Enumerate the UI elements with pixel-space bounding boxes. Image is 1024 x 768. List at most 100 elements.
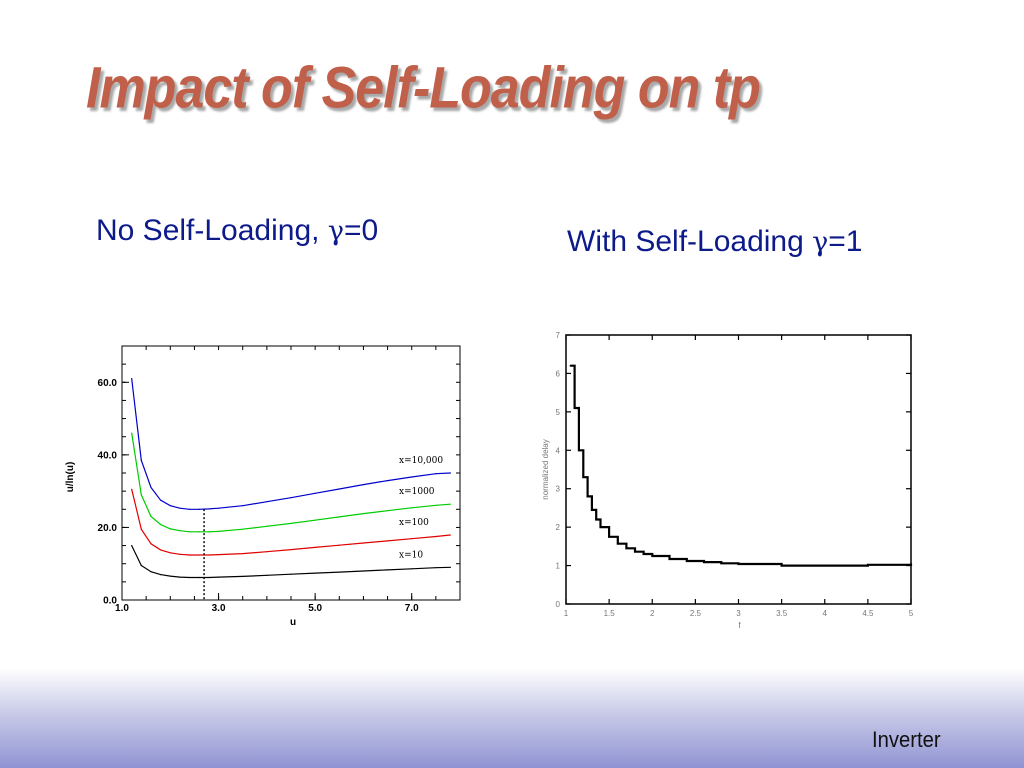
right-series-point [703,561,705,563]
left-series-point [386,569,389,571]
left-series-point [160,523,162,526]
right-subtitle-value: =1 [828,225,863,258]
left-series-point [338,544,340,546]
left-series-point [314,492,316,494]
left-y-tick-label: 40.0 [98,450,118,461]
left-series-point [435,535,437,538]
left-series-point [314,572,316,574]
right-x-tick-label: 3.5 [776,609,788,618]
left-series-point [449,472,451,474]
left-series-point [338,488,340,490]
left-series-point [386,480,389,482]
right-series-point [668,558,671,560]
left-y-axis-label: u/ln(u) [65,462,76,493]
left-series-point [386,510,389,512]
left-x-axis-label: u [290,617,296,628]
left-series-point [131,544,133,547]
left-series-point [386,540,389,542]
left-series-point [189,531,191,533]
left-series-point [208,554,210,556]
right-series-point [910,562,912,565]
left-series-point [208,576,210,579]
right-series-point [582,476,585,478]
left-series-point [189,554,191,556]
right-chart-subtitle: With Self-Loading γ=1 [567,225,863,259]
left-series-point [150,571,152,573]
left-series-point [266,574,268,576]
slide-title: Impact of Self-Loading on tp [86,56,761,122]
left-series-point [314,519,316,521]
right-series-point [591,509,593,511]
left-series-point [179,507,181,509]
left-subtitle-gamma: γ [327,216,344,247]
left-series-point [435,567,437,569]
left-x-tick-label: 1.0 [115,603,129,614]
left-series-point [179,576,181,578]
right-series-point [737,563,740,565]
left-series-point [338,516,340,518]
left-series-point [217,530,220,533]
left-series-point [362,542,365,544]
right-x-tick-label: 3 [736,609,741,618]
left-series-point [160,574,162,576]
left-series-point [449,566,451,568]
left-series-point [290,573,292,575]
left-series-line-0 [131,545,451,579]
footer-label: Inverter [872,727,941,752]
right-series-point [578,449,580,452]
left-subtitle-value: =0 [343,214,379,247]
right-x-tick-label: 4.5 [862,609,874,618]
left-series-point [131,488,133,490]
right-series-point [599,526,602,528]
left-series-point [198,531,200,533]
left-series-point [435,504,437,506]
left-series-point [169,528,171,530]
left-series-point [169,575,171,577]
left-series-point [435,473,437,475]
left-series-point [140,564,142,567]
right-series-point [608,535,610,538]
left-series-point [179,553,181,555]
right-subtitle-text: With Self-Loading [567,225,813,258]
left-series-point [198,508,200,510]
left-y-tick-label: 0.0 [103,596,117,607]
right-series-point [625,547,628,550]
right-series-point [634,550,636,553]
left-series-point [411,476,413,478]
left-series-point [131,432,133,434]
right-y-tick-label: 4 [556,446,561,455]
left-subtitle-text: No Self-Loading, [96,214,328,247]
right-y-tick-label: 5 [556,408,561,417]
right-x-tick-label: 2 [650,609,655,618]
right-series-point [569,364,572,367]
right-x-tick-label: 1.5 [604,609,616,618]
left-series-point [314,546,316,548]
left-series-point [150,515,152,518]
left-y-tick-label: 60.0 [98,378,118,389]
right-x-tick-label: 5 [909,609,914,618]
left-series-point [189,508,191,510]
left-series-point [411,507,413,509]
left-series-point [217,576,220,578]
right-series-point [616,542,619,545]
left-series-point [169,505,171,507]
left-y-tick-label: 20.0 [98,523,118,534]
left-series-point [362,513,365,515]
left-x-tick-label: 5.0 [308,603,322,614]
left-chart-subtitle: No Self-Loading, γ=0 [96,214,378,248]
right-x-axis-label: f [738,621,741,630]
left-series-point [140,528,142,530]
left-series-label-2: x=1000 [399,487,435,497]
left-series-point [131,378,133,380]
right-y-tick-label: 3 [556,485,561,494]
left-series-point [290,497,292,499]
left-series-point [160,499,162,501]
right-y-tick-label: 1 [556,562,561,571]
right-series-point [780,564,783,567]
right-y-tick-label: 2 [556,523,561,532]
left-series-point [290,548,292,551]
left-series-label-1: x=100 [399,518,429,528]
right-series-point [685,560,688,562]
